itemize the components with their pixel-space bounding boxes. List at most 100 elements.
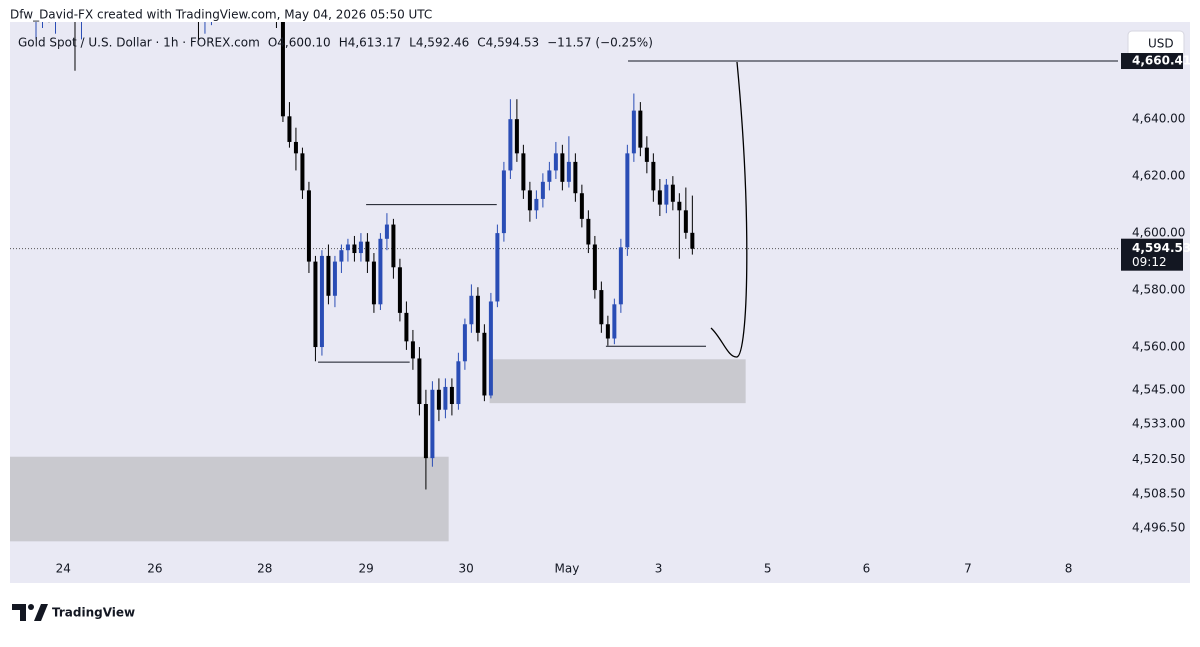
zone <box>489 359 746 404</box>
candle-body <box>352 244 357 254</box>
candle-body <box>475 295 480 333</box>
y-tick-label: 4,545.00 <box>1132 382 1185 396</box>
candle-body <box>313 261 318 348</box>
y-tick-label: 4,520.50 <box>1132 452 1185 466</box>
candle-body <box>508 119 513 171</box>
y-tick-label: 4,580.00 <box>1132 283 1185 297</box>
y-tick-label: 4,508.50 <box>1132 486 1185 500</box>
candle-body <box>638 110 643 148</box>
logo-mark <box>28 604 34 610</box>
candle-body <box>371 261 376 305</box>
candle-body <box>384 224 389 239</box>
y-tick-label: 4,600.00 <box>1132 226 1185 240</box>
x-tick-label: 26 <box>147 562 162 576</box>
x-tick-label: 5 <box>764 562 772 576</box>
candle-body <box>404 312 409 342</box>
candle-body <box>293 141 298 154</box>
candle-body <box>566 161 571 182</box>
x-tick-label: 3 <box>655 562 663 576</box>
candle-body <box>644 147 649 162</box>
candle-body <box>410 341 415 359</box>
candle-body <box>586 218 591 245</box>
candle-body <box>560 153 565 182</box>
logo-mark <box>12 604 26 621</box>
brand: TradingView <box>52 606 135 620</box>
candle-body <box>521 153 526 191</box>
candle-body <box>391 224 396 268</box>
candle-body <box>462 324 467 362</box>
price-change: −11.57 (−0.25%) <box>547 36 653 50</box>
candle-body <box>534 198 539 211</box>
candle-body <box>488 301 493 396</box>
candle-body <box>358 241 363 254</box>
x-tick-label: 6 <box>863 562 871 576</box>
y-tick-label: 4,640.00 <box>1132 112 1185 126</box>
candle-body <box>651 161 656 191</box>
candle-body <box>300 153 305 191</box>
y-tick-label: 4,560.00 <box>1132 340 1185 354</box>
candle-body <box>540 181 545 199</box>
candle-body <box>326 255 331 296</box>
candle-body <box>670 184 675 202</box>
candle-body <box>599 290 604 325</box>
candle-body <box>332 261 337 296</box>
last-price-label: 4,594.53 <box>1132 241 1191 255</box>
candle-body <box>664 184 669 205</box>
chart-title: Dfw_David-FX created with TradingView.co… <box>10 8 432 22</box>
candle-body <box>677 201 682 211</box>
candle-body <box>436 389 441 410</box>
candle-body <box>631 110 636 154</box>
candle-body <box>456 361 461 405</box>
plot-area <box>10 22 1118 542</box>
symbol-name: Gold Spot / U.S. Dollar · 1h · FOREX.com <box>18 36 260 50</box>
y-tick-label: 4,496.50 <box>1132 520 1185 534</box>
candle-body <box>397 267 402 313</box>
candle-body <box>423 404 428 459</box>
candle-body <box>495 233 500 302</box>
candle-body <box>430 389 435 459</box>
candle-body <box>592 244 597 291</box>
candle-body <box>683 210 688 233</box>
y-tick-label: 4,620.00 <box>1132 169 1185 183</box>
level-label: 4,660.41 <box>1132 54 1191 68</box>
candle-body <box>579 193 584 219</box>
candle-body <box>573 161 578 194</box>
candle-body <box>690 232 695 249</box>
candle-body <box>657 190 662 205</box>
countdown: 09:12 <box>1132 255 1167 269</box>
y-tick-label: 4,533.00 <box>1132 416 1185 430</box>
ohlc-value: C4,594.53 <box>477 36 539 50</box>
candle-body <box>378 238 383 305</box>
candle-body <box>482 332 487 396</box>
x-tick-label: 29 <box>358 562 373 576</box>
level-label-box <box>1121 53 1183 70</box>
candle-body <box>553 153 558 171</box>
candle-body <box>514 119 519 154</box>
candle-body <box>618 247 623 305</box>
candle-body <box>527 190 532 211</box>
candle-body <box>612 304 617 339</box>
candle-body <box>625 153 630 248</box>
candle-body <box>365 241 370 262</box>
candle-body <box>605 324 610 339</box>
x-tick-label: 24 <box>56 562 71 576</box>
candle-body <box>443 386 448 410</box>
candle-body <box>501 170 506 234</box>
ohlc-value: H4,613.17 <box>339 36 401 50</box>
last-price-box <box>1121 238 1183 271</box>
candle-body <box>417 358 422 405</box>
candle-body <box>339 250 344 262</box>
candle-body <box>280 22 285 117</box>
candle-body <box>449 386 454 405</box>
ohlc-value: O4,600.10 <box>268 36 331 50</box>
tradingview-logo: TradingView <box>12 604 135 621</box>
x-tick-label: 30 <box>459 562 474 576</box>
x-tick-label: 8 <box>1065 562 1073 576</box>
drawn-curve <box>710 61 748 358</box>
currency[interactable]: USD <box>1148 37 1174 51</box>
zone <box>10 456 449 542</box>
x-tick-label: May <box>555 562 580 576</box>
candle-body <box>547 170 552 182</box>
candle-body <box>469 295 474 325</box>
